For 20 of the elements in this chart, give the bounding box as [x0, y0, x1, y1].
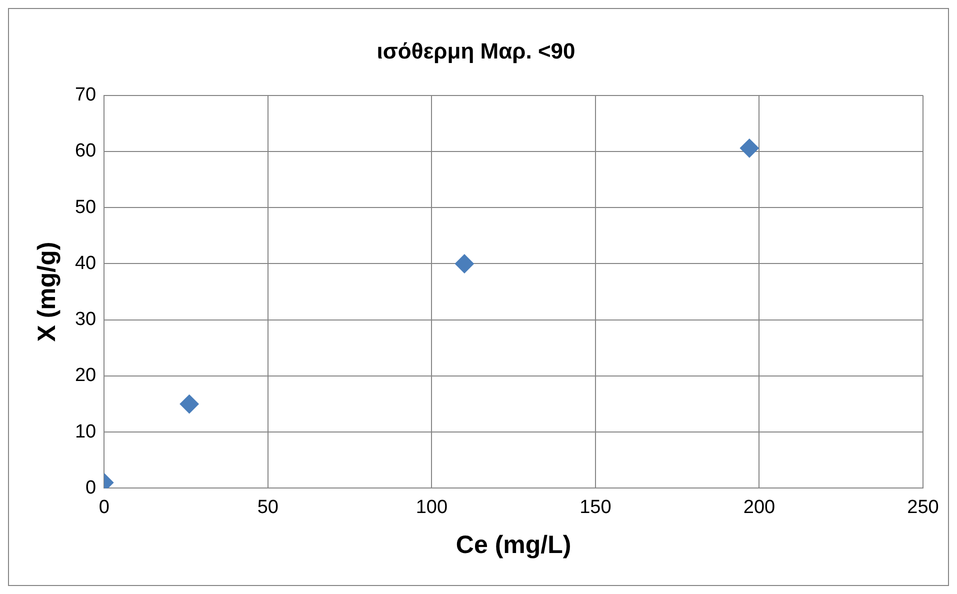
y-tick-label: 70	[74, 84, 96, 106]
y-tick-label: 40	[74, 252, 96, 274]
point	[454, 254, 474, 274]
y-tick-label: 50	[74, 196, 96, 218]
y-axis-title: X (mg/g)	[32, 242, 61, 342]
y-tick-label: 20	[74, 365, 96, 386]
x-tick-label: 50	[257, 496, 278, 518]
point	[180, 394, 199, 414]
point	[740, 138, 759, 158]
chart-title: ισόθερμη Μαρ. <90	[376, 38, 576, 64]
x-tick-label: 150	[580, 496, 612, 518]
x-axis-title: Ce (mg/L)	[456, 530, 572, 559]
y-tick-label: 10	[74, 421, 96, 442]
x-tick-label: 100	[416, 496, 448, 518]
x-tick-label: 0	[98, 496, 110, 518]
y-tick-label: 30	[74, 309, 96, 330]
x-tick-label: 200	[743, 496, 776, 518]
x-tick-label: 250	[907, 496, 939, 518]
y-tick-label: 60	[74, 140, 96, 162]
y-tick-label: 0	[86, 477, 96, 498]
